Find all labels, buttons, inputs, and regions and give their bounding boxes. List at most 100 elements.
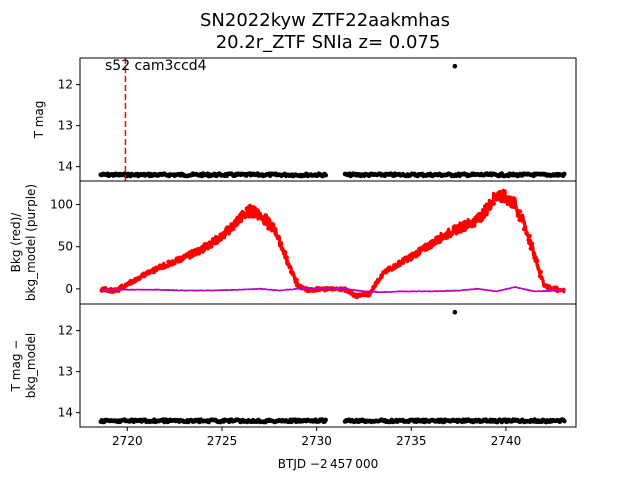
bkg-data-point <box>387 265 392 270</box>
bkg-data-point <box>466 219 471 224</box>
bkg-data-point <box>248 209 253 215</box>
y-axis-label-line: bkg_model (purple) <box>24 184 38 301</box>
bkg-data-point <box>154 265 159 271</box>
bkg-data-point <box>266 226 271 231</box>
bkg-data-point <box>178 255 183 260</box>
bkg-data-point <box>118 284 124 289</box>
bkg-data-point <box>528 246 533 251</box>
sector-annotation: s52 cam3ccd4 <box>105 58 207 74</box>
bkg-data-point <box>449 230 454 236</box>
bkg-data-point <box>293 279 298 285</box>
bkg-data-point <box>158 264 163 269</box>
bkg-data-point <box>538 269 543 275</box>
bkg-data-point <box>427 245 432 250</box>
bkg-data-point <box>252 206 258 211</box>
bkg-data-point <box>467 223 472 229</box>
bkg-model-series-line <box>100 286 565 294</box>
bkg-data-point <box>501 190 506 196</box>
x-tick-label: 2720 <box>112 434 143 448</box>
bkg-data-point <box>379 274 384 280</box>
panel-frame <box>79 303 577 428</box>
bkg-data-point <box>552 285 558 290</box>
bkg-data-point <box>270 225 276 230</box>
bkg-data-point <box>493 196 499 202</box>
bkg-data-point <box>477 211 482 217</box>
bkg-data-point <box>218 237 224 242</box>
x-tick-label: 2730 <box>301 434 332 448</box>
bkg-data-point <box>165 263 171 269</box>
bkg-data-point <box>482 213 487 218</box>
bkg-data-point <box>126 280 131 286</box>
bkg-data-point <box>265 218 270 223</box>
bkg-data-point <box>504 197 509 202</box>
bkg-data-point <box>508 203 514 208</box>
bkg-data-point <box>527 233 532 239</box>
bkg-data-point <box>285 261 290 266</box>
bkg-data-point <box>248 204 254 210</box>
y-tick-label: 100 <box>50 198 73 212</box>
outlier-data-point <box>452 309 458 315</box>
x-axis-label: BTJD −2 457 000 <box>278 457 378 471</box>
y-tick-label: 13 <box>58 365 73 379</box>
bkg-data-point <box>403 255 408 260</box>
bkg-data-point <box>432 238 437 243</box>
bkg-data-point <box>524 231 529 236</box>
y-tick-label: 12 <box>58 78 73 92</box>
y-tick-label: 12 <box>58 324 73 338</box>
bkg-data-point <box>215 236 220 241</box>
bkg-data-point <box>244 206 249 211</box>
y-tick-label: 14 <box>58 406 73 420</box>
bkg-data-point <box>491 201 496 206</box>
y-tick-label: 50 <box>58 240 73 254</box>
bkg-data-point <box>207 240 212 245</box>
bkg-data-point <box>527 240 532 246</box>
bkg-data-point <box>240 213 245 219</box>
mag-data-point <box>323 173 329 178</box>
bkg-data-point <box>423 247 428 253</box>
y-axis-label-line: T mag − <box>9 340 23 393</box>
bkg-data-point <box>498 192 503 198</box>
bkg-data-point <box>461 220 467 225</box>
x-tick-label: 2725 <box>207 434 238 448</box>
bkg-data-point <box>371 285 376 290</box>
y-axis-label: T mag <box>32 101 46 140</box>
bkg-data-point <box>393 265 398 270</box>
bkg-data-point <box>515 213 521 219</box>
bkg-data-point <box>141 271 146 276</box>
bkg-data-point <box>445 230 451 235</box>
panel-tmag: 12 13 14 T mag <box>32 57 577 182</box>
bkg-data-point <box>487 204 492 209</box>
chart-title-line2: 20.2r_ZTF SNIa z= 0.075 <box>216 32 441 53</box>
bkg-data-point <box>296 283 301 289</box>
y-tick-label: 14 <box>58 160 73 174</box>
bkg-data-point <box>278 242 284 247</box>
y-axis-label-line: Bkg (red)/ <box>9 212 23 273</box>
bkg-data-point <box>412 253 418 259</box>
bkg-data-point <box>189 249 194 255</box>
bkg-data-point <box>228 228 233 233</box>
x-tick-label: 2740 <box>491 434 522 448</box>
bkg-data-point <box>283 250 288 255</box>
mag-data-point <box>562 418 567 424</box>
bkg-data-point <box>176 258 182 264</box>
bkg-data-point <box>444 234 449 239</box>
bkg-data-point <box>166 259 171 264</box>
bkg-data-point <box>244 212 249 217</box>
bkg-data-point <box>534 258 540 263</box>
bkg-data-point <box>397 259 402 264</box>
panel-frame <box>79 57 577 182</box>
bkg-data-point <box>479 217 484 222</box>
bkg-data-point <box>456 227 461 233</box>
bkg-data-point <box>136 275 141 281</box>
bkg-data-point <box>252 209 258 214</box>
bkg-series-line <box>99 188 566 299</box>
x-tick-label: 2735 <box>396 434 427 448</box>
bkg-data-point <box>419 247 424 253</box>
bkg-data-point <box>346 290 351 295</box>
bkg-data-point <box>517 209 523 214</box>
bkg-data-point <box>400 260 405 265</box>
panel-tmag-minus-bkg: 12 13 14 2720 2725 2730 2735 2740 T mag − bkg_mod… <box>9 303 577 448</box>
outlier-data-point <box>452 63 458 69</box>
bkg-data-point <box>220 233 226 238</box>
